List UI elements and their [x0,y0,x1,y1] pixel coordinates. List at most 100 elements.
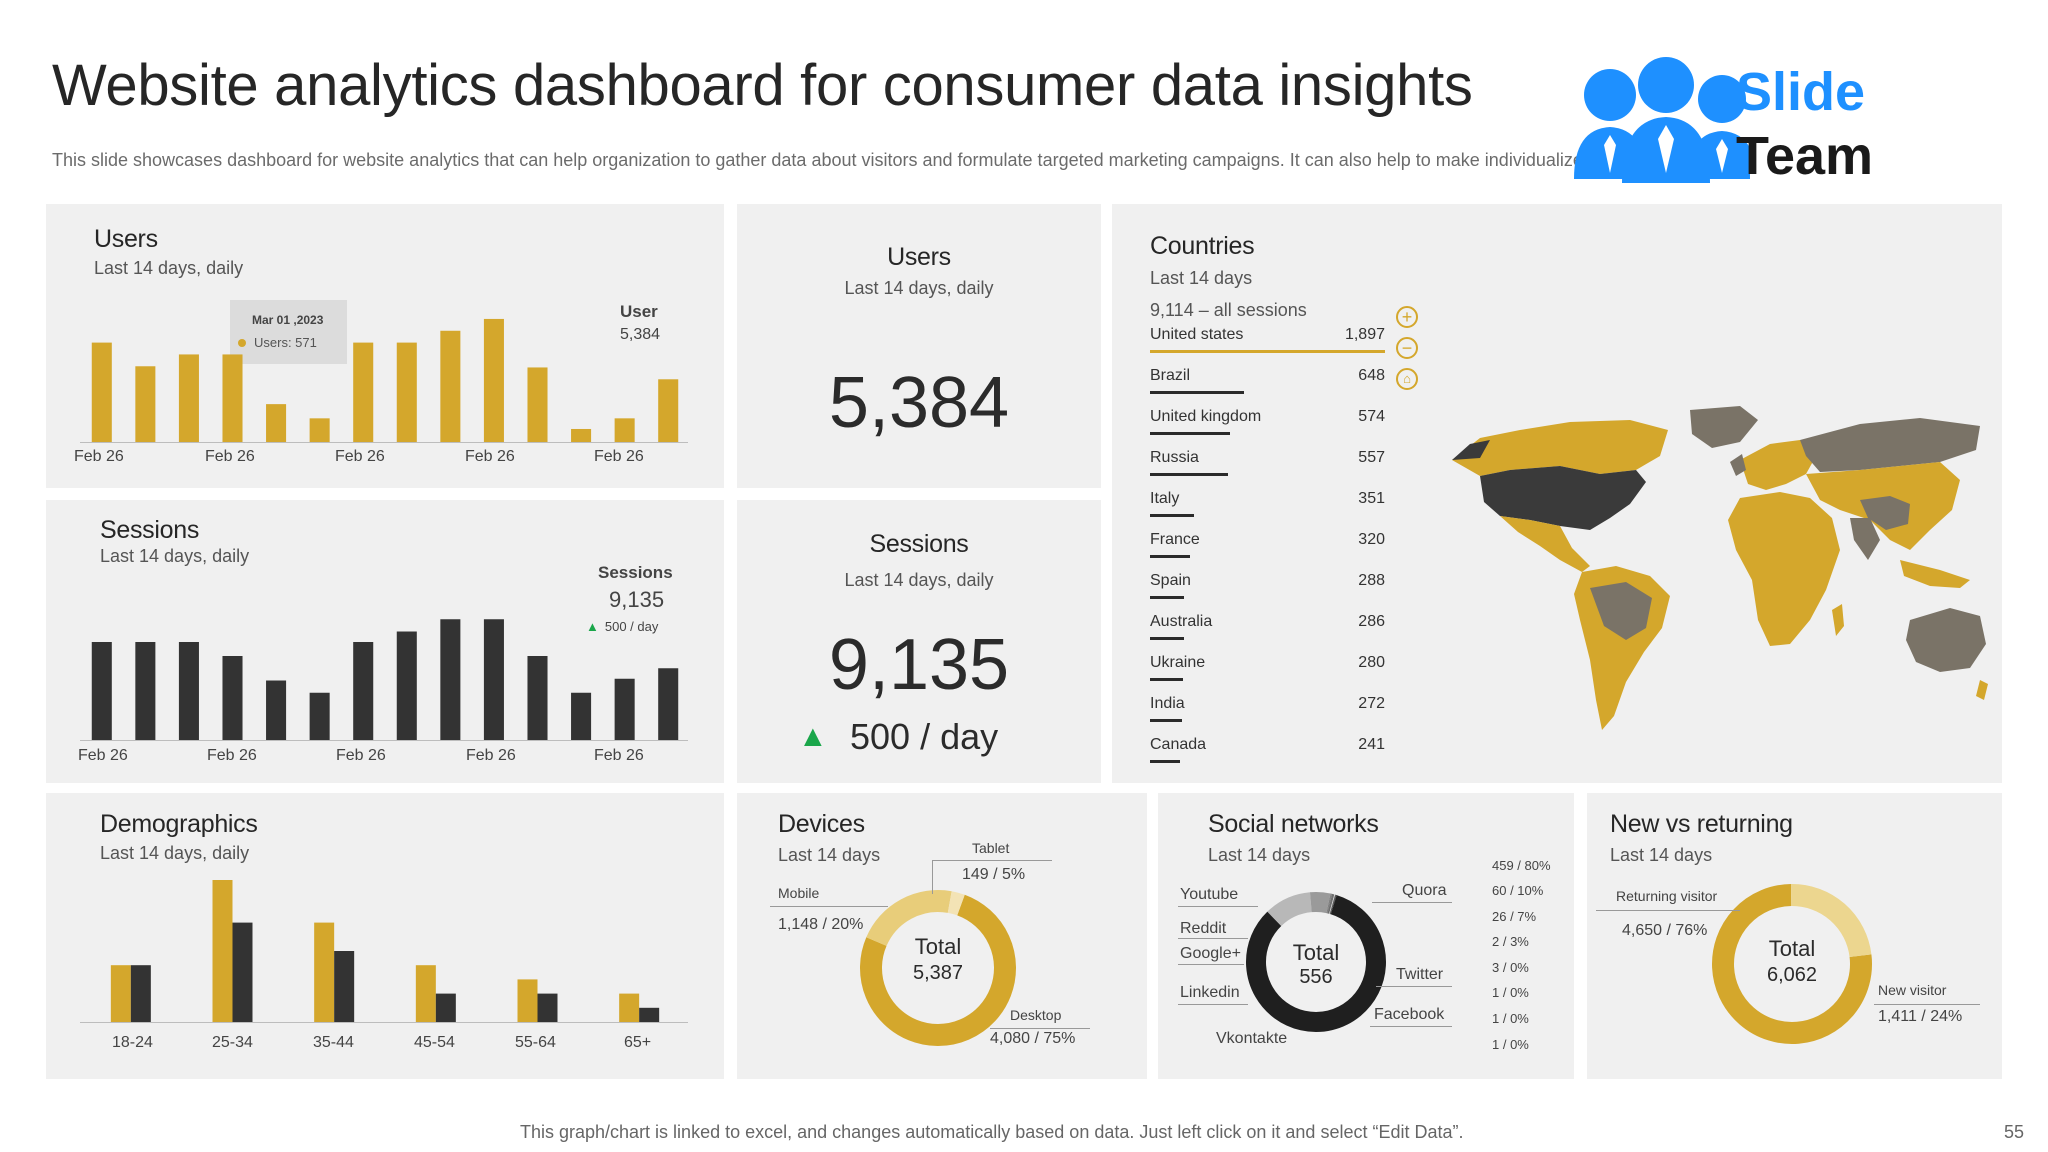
sessions-bar[interactable] [614,678,635,740]
sessions-bar[interactable] [353,642,374,740]
sessions-chart-subtitle: Last 14 days, daily [100,546,250,566]
sessions-bar[interactable] [266,680,287,741]
demographics-bar[interactable] [232,922,253,1022]
demographics-bar[interactable] [212,880,233,1022]
devices-tablet-value: 149 / 5% [962,866,1026,883]
demographics-bar[interactable] [435,993,456,1022]
country-row[interactable]: Ukraine 280 [1150,654,1385,694]
country-bar [1150,432,1230,435]
page-title: Website analytics dashboard for consumer… [52,53,1473,118]
demographics-bar[interactable] [415,965,436,1022]
demographics-bar[interactable] [639,1007,660,1022]
zoom-out-icon[interactable]: − [1396,337,1418,359]
country-row[interactable]: United states 1,897 [1150,326,1385,366]
users-bar[interactable] [222,354,243,442]
sessions-bar[interactable] [396,631,417,741]
demographics-bar[interactable] [517,979,538,1022]
sessions-bar[interactable] [658,668,679,740]
new-returning-total-label: Total [1768,936,1816,961]
country-row[interactable]: United kingdom 574 [1150,408,1385,448]
country-bar [1150,350,1385,353]
social-total-label: Total [1292,940,1340,965]
users-bar[interactable] [571,428,592,442]
sessions-bar[interactable] [222,656,243,740]
sessions-bar[interactable] [483,619,504,740]
demographics-bar[interactable] [537,993,558,1022]
devices-subtitle: Last 14 days [778,845,881,865]
demographics-bar[interactable] [110,965,131,1022]
sessions-bar[interactable] [135,642,156,740]
devices-desktop-value: 4,080 / 75% [990,1030,1076,1047]
users-bar[interactable] [178,354,199,442]
country-row[interactable]: India 272 [1150,695,1385,735]
sessions-bar[interactable] [309,692,330,740]
demographics-bar[interactable] [314,922,335,1022]
footer-note: This graph/chart is linked to excel, and… [520,1122,1464,1142]
sessions-bar[interactable] [91,642,112,740]
tooltip-dot-icon [238,339,246,347]
demographics-panel [46,793,724,1079]
users-bar[interactable] [483,318,504,442]
country-row[interactable]: Spain 288 [1150,572,1385,612]
users-bar[interactable] [135,366,156,442]
page-number: 55 [2004,1122,2025,1142]
users-x-label: Feb 26 [465,448,515,465]
users-bar[interactable] [91,342,112,442]
devices-slice[interactable] [860,894,1016,1046]
users-bar[interactable] [353,342,374,442]
world-map[interactable] [1440,400,1990,740]
sessions-bar[interactable] [571,692,592,740]
sessions-bar[interactable] [527,656,548,740]
demographics-subtitle: Last 14 days, daily [100,843,250,863]
country-name: Russia [1150,449,1199,466]
sessions-x-label: Feb 26 [594,747,644,764]
demographics-chart-axis [80,1022,688,1023]
new-returning-slice[interactable] [1790,884,1872,958]
social-slice[interactable] [1327,893,1335,914]
social-label-twitter: Twitter [1396,966,1444,983]
sessions-bar[interactable] [440,619,461,740]
country-row[interactable]: Brazil 648 [1150,367,1385,407]
sessions-bar[interactable] [178,642,199,740]
social-slice[interactable] [1246,895,1386,1032]
logo-text-team: Team [1736,126,1874,186]
zoom-in-icon[interactable]: + [1396,306,1418,328]
users-bar[interactable] [266,404,287,442]
users-x-label: Feb 26 [205,448,255,465]
users-bar[interactable] [527,367,548,442]
new-returning-title: New vs returning [1610,810,1793,838]
demographics-bar[interactable] [334,951,355,1022]
users-bar[interactable] [658,379,679,442]
country-row[interactable]: Russia 557 [1150,449,1385,489]
page-subtitle: This slide showcases dashboard for websi… [52,150,1718,170]
social-slice[interactable] [1309,892,1331,914]
devices-total-value: 5,387 [912,962,964,984]
tooltip-date: Mar 01 ,2023 [252,313,324,327]
leader-line [1372,902,1452,903]
country-name: Australia [1150,613,1213,630]
country-row[interactable]: Canada 241 [1150,736,1385,776]
social-label-youtube: Youtube [1180,886,1239,903]
leader-line [990,1028,1090,1029]
demographics-bar[interactable] [619,993,640,1022]
country-value: 574 [1358,408,1385,425]
chart-tooltip [230,300,347,364]
country-value: 241 [1358,736,1385,753]
users-legend-value: 5,384 [620,326,661,343]
country-row[interactable]: Italy 351 [1150,490,1385,530]
users-bar[interactable] [440,330,461,442]
sessions-legend-rate-text: 500 / day [604,619,659,634]
country-row[interactable]: France 320 [1150,531,1385,571]
users-chart-title: Users [94,225,158,253]
users-bar[interactable] [309,418,330,442]
devices-slice[interactable] [866,890,952,947]
reset-view-icon[interactable]: ⌂ [1396,368,1418,390]
users-bar[interactable] [614,418,635,442]
users-bar[interactable] [396,342,417,442]
devices-slice[interactable] [947,891,965,916]
sessions-x-label: Feb 26 [336,747,386,764]
social-slice[interactable] [1267,892,1313,927]
new-returning-slice[interactable] [1712,884,1872,1044]
country-row[interactable]: Australia 286 [1150,613,1385,653]
demographics-bar[interactable] [130,965,151,1022]
